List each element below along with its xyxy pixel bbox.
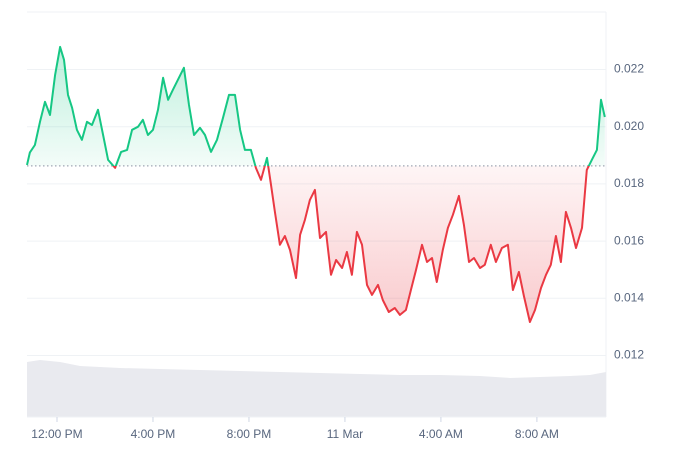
y-tick-label: 0.020 — [614, 119, 644, 133]
y-tick-label: 0.016 — [614, 233, 644, 247]
x-tick-label: 12:00 PM — [31, 427, 82, 441]
price-line — [26, 45, 606, 323]
y-tick-label: 0.022 — [614, 62, 644, 76]
x-tick-label: 8:00 PM — [227, 427, 272, 441]
y-tick-label: 0.014 — [614, 290, 644, 304]
x-tick-label: 4:00 AM — [419, 427, 463, 441]
area-fill — [27, 46, 605, 323]
x-tick-label: 4:00 PM — [131, 427, 176, 441]
y-tick-label: 0.012 — [614, 348, 644, 362]
y-tick-label: 0.018 — [614, 176, 644, 190]
x-tick-label: 8:00 AM — [515, 427, 559, 441]
x-tick-label: 11 Mar — [327, 427, 363, 441]
volume-area — [27, 360, 606, 417]
